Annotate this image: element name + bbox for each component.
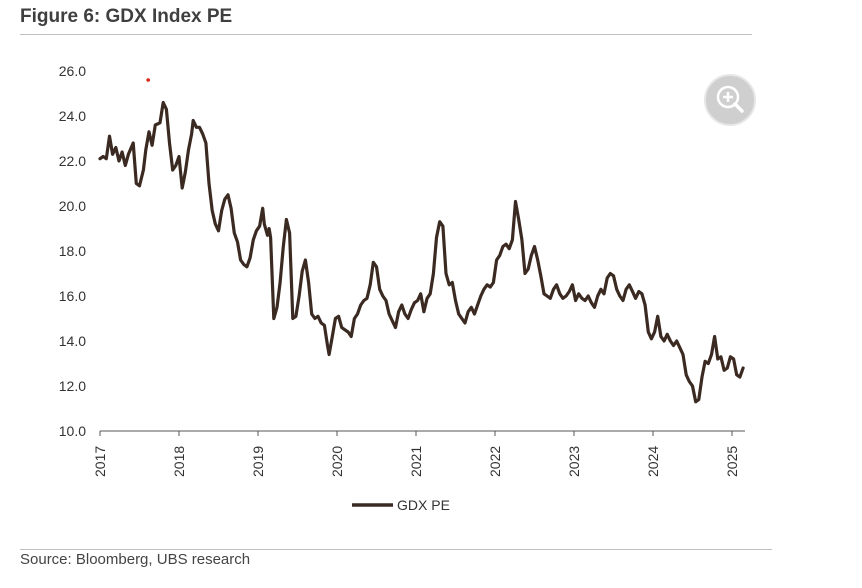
x-tick-label: 2024 [645, 446, 661, 477]
x-tick-label: 2023 [566, 446, 582, 477]
zoom-button[interactable] [704, 74, 756, 126]
y-tick-label: 20.0 [59, 198, 86, 214]
x-axis: 2017 2018 2019 2020 2021 2022 2023 2024 2025 [92, 430, 745, 477]
x-tick-label: 2017 [92, 446, 108, 477]
series-layer [98, 78, 745, 404]
source-note: Source: Bloomberg, UBS research [20, 551, 251, 568]
y-tick-label: 26.0 [59, 63, 86, 79]
figure-title: Figure 6: GDX Index PE [20, 6, 233, 27]
y-tick-label: 22.0 [59, 153, 86, 169]
source-rule [20, 549, 772, 550]
x-tick-label: 2021 [408, 446, 424, 477]
x-tick-label: 2018 [171, 446, 187, 477]
y-tick-label: 10.0 [59, 423, 86, 439]
y-tick-label: 16.0 [59, 288, 86, 304]
zoom-in-icon [716, 85, 744, 113]
x-tick-label: 2020 [329, 446, 345, 477]
x-tick-label: 2022 [487, 446, 503, 477]
annotation-marker [146, 78, 150, 82]
legend-label: GDX PE [397, 497, 450, 513]
y-tick-label: 24.0 [59, 108, 86, 124]
series-line-gdx-pe [98, 100, 745, 404]
y-tick-label: 12.0 [59, 378, 86, 394]
legend: GDX PE [352, 497, 450, 513]
title-rule [20, 34, 752, 35]
x-tick-label: 2025 [724, 446, 740, 477]
y-axis: 26.0 24.0 22.0 20.0 18.0 16.0 14.0 12.0 10.0 [59, 63, 86, 439]
y-tick-label: 18.0 [59, 243, 86, 259]
x-tick-label: 2019 [250, 446, 266, 477]
y-tick-label: 14.0 [59, 333, 86, 349]
